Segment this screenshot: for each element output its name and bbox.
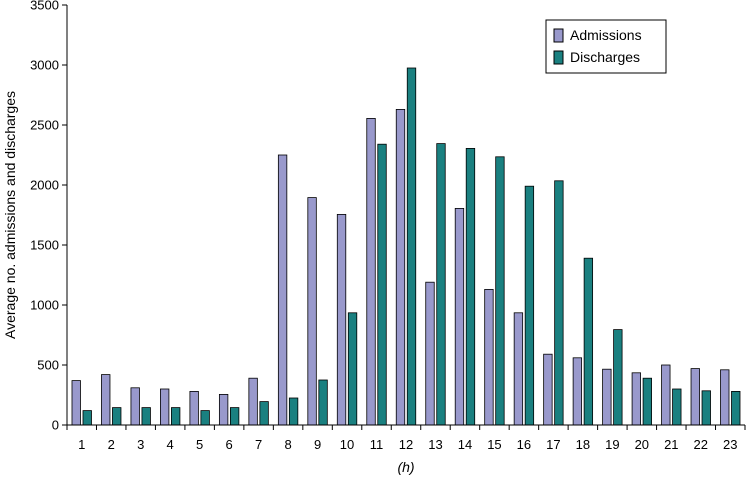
legend: Admissions Discharges <box>545 19 667 74</box>
bar-discharges-10 <box>347 312 358 426</box>
legend-label-admissions: Admissions <box>570 27 642 43</box>
bar-admissions-12 <box>395 109 406 426</box>
x-tick-label-12: 12 <box>399 437 413 452</box>
x-tick-label-1: 1 <box>78 437 85 452</box>
y-tick-label-3000: 3000 <box>30 58 59 73</box>
bar-discharges-18 <box>583 257 594 426</box>
x-tick-label-8: 8 <box>284 437 291 452</box>
bar-admissions-6 <box>218 393 229 426</box>
bar-admissions-5 <box>189 390 199 426</box>
bar-admissions-20 <box>631 372 641 426</box>
x-tick-label-4: 4 <box>167 437 174 452</box>
x-tick-label-7: 7 <box>255 437 262 452</box>
bar-discharges-12 <box>406 67 417 426</box>
bar-discharges-14 <box>465 147 476 426</box>
x-tick-label-14: 14 <box>458 437 472 452</box>
bar-discharges-17 <box>554 180 564 426</box>
bar-admissions-22 <box>690 368 700 426</box>
x-tick-label-23: 23 <box>723 437 737 452</box>
y-tick-label-1500: 1500 <box>30 238 59 253</box>
bar-discharges-19 <box>613 329 623 426</box>
bar-discharges-9 <box>318 379 328 426</box>
bar-discharges-2 <box>112 407 122 426</box>
bar-discharges-1 <box>82 410 92 426</box>
bar-discharges-15 <box>495 156 505 426</box>
bar-admissions-2 <box>101 374 111 426</box>
y-tick-label-2000: 2000 <box>30 178 59 193</box>
x-tick-label-6: 6 <box>226 437 233 452</box>
x-tick-label-22: 22 <box>694 437 708 452</box>
bar-admissions-18 <box>572 357 583 426</box>
bar-admissions-3 <box>130 387 140 426</box>
x-tick-label-10: 10 <box>340 437 354 452</box>
x-tick-label-17: 17 <box>546 437 560 452</box>
bar-admissions-4 <box>160 388 170 426</box>
y-tick-label-1000: 1000 <box>30 298 59 313</box>
bar-discharges-21 <box>672 388 682 426</box>
x-tick-label-5: 5 <box>196 437 203 452</box>
bar-admissions-21 <box>661 364 671 426</box>
x-axis-title: (h) <box>397 459 414 475</box>
bar-admissions-11 <box>366 118 376 426</box>
bar-admissions-1 <box>71 380 81 426</box>
x-tick-label-16: 16 <box>517 437 531 452</box>
x-tick-label-11: 11 <box>370 437 384 452</box>
y-tick-label-0: 0 <box>52 418 59 433</box>
x-tick-label-19: 19 <box>605 437 619 452</box>
x-tick-label-15: 15 <box>487 437 501 452</box>
legend-label-discharges: Discharges <box>570 49 640 65</box>
bar-admissions-19 <box>602 368 612 426</box>
bars-layer <box>71 67 741 426</box>
bar-discharges-13 <box>436 143 446 426</box>
x-tick-label-20: 20 <box>635 437 649 452</box>
bar-admissions-14 <box>454 207 465 426</box>
bar-discharges-16 <box>524 185 535 426</box>
bar-admissions-13 <box>425 281 435 426</box>
x-tick-label-9: 9 <box>314 437 321 452</box>
bar-discharges-3 <box>141 407 151 426</box>
x-tick-label-13: 13 <box>428 437 442 452</box>
legend-box <box>545 19 667 74</box>
bar-discharges-5 <box>200 410 210 426</box>
legend-swatch-admissions <box>553 28 564 43</box>
x-tick-label-2: 2 <box>108 437 115 452</box>
y-tick-label-2500: 2500 <box>30 118 59 133</box>
bar-discharges-20 <box>642 377 652 426</box>
legend-swatch-discharges <box>553 50 564 65</box>
bar-admissions-17 <box>543 353 553 426</box>
bar-discharges-22 <box>701 390 711 426</box>
bar-admissions-9 <box>307 197 317 426</box>
y-tick-label-500: 500 <box>37 358 59 373</box>
bar-admissions-10 <box>336 213 347 426</box>
bar-discharges-7 <box>259 401 269 426</box>
bar-admissions-23 <box>720 369 730 426</box>
axes-layer <box>66 5 745 426</box>
bar-discharges-11 <box>377 143 387 426</box>
bar-admissions-15 <box>484 288 494 426</box>
bar-discharges-8 <box>288 397 299 426</box>
bar-admissions-8 <box>277 154 288 426</box>
bar-discharges-23 <box>731 390 741 426</box>
bar-discharges-4 <box>171 407 181 426</box>
x-tick-label-18: 18 <box>576 437 590 452</box>
y-tick-label-3500: 3500 <box>30 0 59 13</box>
x-tick-label-21: 21 <box>664 437 678 452</box>
x-tick-label-3: 3 <box>137 437 144 452</box>
bar-admissions-16 <box>513 312 524 426</box>
y-axis-title: Average no. admissions and discharges <box>2 91 18 339</box>
bar-admissions-7 <box>248 377 258 426</box>
bar-discharges-6 <box>229 407 240 426</box>
